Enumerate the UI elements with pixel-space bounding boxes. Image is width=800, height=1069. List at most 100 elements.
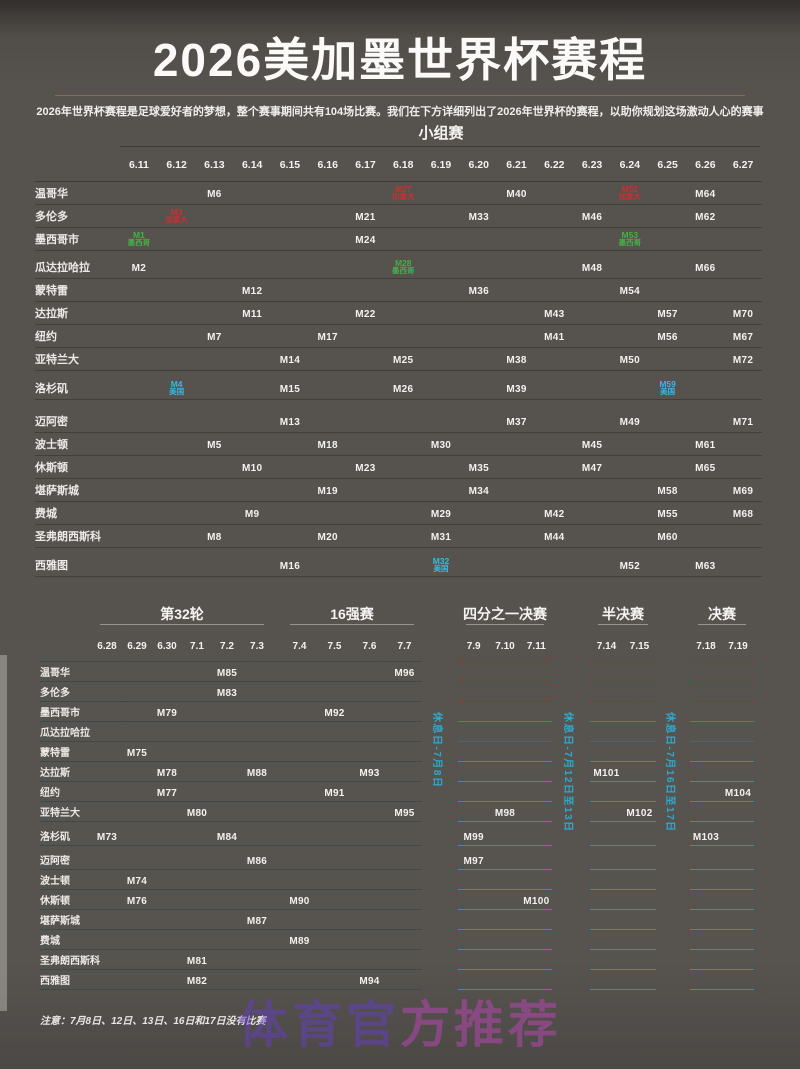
section-title-divider bbox=[466, 624, 544, 625]
date-label: 6.11 bbox=[128, 159, 149, 171]
knockout-header-band: 第32轮 16强赛 四分之一决赛 半决赛 决赛 bbox=[40, 604, 754, 628]
city-label: 迈阿密 bbox=[35, 416, 68, 428]
match-cell: M44 bbox=[535, 527, 573, 545]
match-cell: M41 bbox=[535, 327, 573, 345]
match-cell: M71 bbox=[724, 412, 762, 430]
match-cell: M26 bbox=[384, 379, 422, 397]
section-gap bbox=[422, 604, 458, 628]
knockout-row: 蒙特雷 M75 bbox=[40, 742, 754, 762]
date-label: 7.6 bbox=[362, 640, 377, 652]
section-title-divider bbox=[100, 624, 264, 625]
page-title: 2026美加墨世界杯赛程 bbox=[152, 34, 648, 86]
match-number: M87 bbox=[246, 915, 268, 927]
match-number: M20 bbox=[317, 532, 338, 543]
match-cell: M56 bbox=[649, 327, 687, 345]
section-title: 16强赛 bbox=[330, 606, 374, 622]
match-cell: M15 bbox=[271, 379, 309, 397]
section-cells bbox=[590, 782, 656, 802]
knockout-row: 纽约 M77 M91 M104 bbox=[40, 782, 754, 802]
match-number: M103 bbox=[692, 831, 720, 843]
section-title-divider bbox=[698, 624, 746, 625]
date-label: 6.14 bbox=[241, 159, 263, 171]
match-cell: M18 bbox=[309, 435, 347, 453]
date-label: 7.5 bbox=[327, 640, 342, 652]
match-cell: M92 bbox=[317, 703, 352, 721]
host-country-match: M59 美国 bbox=[649, 379, 687, 397]
date-cell: 6.13 bbox=[196, 155, 234, 173]
city-label: 瓜达拉哈拉 bbox=[40, 728, 90, 739]
match-number: M16 bbox=[279, 561, 301, 572]
match-cell: M63 bbox=[686, 556, 724, 574]
section-cells bbox=[590, 682, 656, 702]
knockout-row: 墨西哥市 M79 M92 bbox=[40, 702, 754, 722]
watermark-text-right: 方推荐 bbox=[400, 995, 562, 1054]
section-gap bbox=[656, 604, 690, 628]
group-stage-row: 休斯顿 M10 M23 M35 M47 M65 bbox=[35, 456, 762, 479]
section-cells bbox=[590, 662, 656, 682]
date-cell: 6.26 bbox=[686, 155, 724, 173]
section-header: 决赛 bbox=[690, 604, 754, 628]
city-label: 迈阿密 bbox=[40, 856, 70, 867]
section-gap bbox=[422, 802, 458, 822]
match-cell: M24 bbox=[347, 230, 385, 248]
section-cells bbox=[690, 910, 754, 930]
section-cells: M79 bbox=[92, 703, 272, 721]
knockout-dates-row: 6.28 6.29 6.30 7.1 7.2 7.3 7.4 7.5 7.6 7.7 7.9 7.10… bbox=[40, 628, 754, 662]
match-number: M91 bbox=[324, 787, 345, 799]
match-number: M96 bbox=[394, 667, 415, 679]
section-gap bbox=[656, 628, 690, 662]
group-stage-grid: 6.11 6.12 6.13 6.14 6.15 6.16 6.17 6.18 6.19 6.20… bbox=[35, 147, 762, 577]
section-cells bbox=[458, 722, 552, 742]
knockout-row: 费城 M89 bbox=[40, 930, 754, 950]
knockout-row: 瓜达拉哈拉 bbox=[40, 722, 754, 742]
date-label: 6.30 bbox=[157, 640, 177, 652]
match-number: M50 bbox=[619, 355, 640, 366]
date-cell: 6.14 bbox=[233, 155, 271, 173]
host-country-match: M53 墨西哥 bbox=[611, 230, 649, 248]
section-cells bbox=[690, 850, 754, 870]
match-cell: M14 bbox=[271, 350, 309, 368]
section-cells bbox=[590, 890, 656, 910]
match-number: M34 bbox=[468, 486, 489, 497]
match-cell: M10 bbox=[233, 458, 271, 476]
match-cell: M94 bbox=[352, 971, 387, 989]
match-number: M77 bbox=[156, 787, 178, 799]
section-cells bbox=[690, 890, 754, 910]
section-gap bbox=[422, 850, 458, 870]
footer-note: 注意：7月8日、12日、13日、16日和17日没有比赛 bbox=[40, 1016, 266, 1027]
row-left-segment: 洛杉矶 M73 M84 bbox=[40, 826, 422, 846]
match-cell: 7.1 bbox=[182, 636, 212, 654]
section-cells: M98 bbox=[458, 802, 552, 822]
group-stage-row: 多伦多 M3 加拿大 M21 M33 M46 M62 bbox=[35, 205, 762, 228]
match-number: M74 bbox=[126, 875, 148, 887]
match-cell: M39 bbox=[498, 379, 536, 397]
date-label: 6.17 bbox=[355, 159, 376, 171]
section-gap bbox=[656, 970, 690, 990]
match-cell: 7.5 bbox=[317, 636, 352, 654]
match-cell: M88 bbox=[242, 763, 272, 781]
match-cell: M83 bbox=[212, 683, 242, 701]
match-number: M36 bbox=[468, 286, 489, 297]
match-cell: M62 bbox=[686, 207, 724, 225]
date-cell: 6.24 bbox=[611, 155, 649, 173]
match-cell: M54 bbox=[611, 281, 649, 299]
match-cell: M98 bbox=[489, 803, 520, 821]
section-cells: 7.18 7.19 bbox=[690, 628, 754, 662]
date-cell: 6.19 bbox=[422, 155, 460, 173]
match-number: M22 bbox=[355, 309, 376, 320]
city-label: 瓜达拉哈拉 bbox=[35, 262, 90, 274]
match-cell: M97 bbox=[458, 851, 489, 869]
match-cell: M77 bbox=[152, 783, 182, 801]
match-cell: M3 加拿大 bbox=[158, 207, 196, 225]
city-label: 亚特兰大 bbox=[40, 808, 80, 819]
city-label: 达拉斯 bbox=[40, 768, 70, 779]
match-number: M55 bbox=[657, 509, 678, 520]
date-label: 6.27 bbox=[732, 159, 754, 171]
section-cells: M76 bbox=[92, 891, 272, 909]
match-number: M38 bbox=[506, 355, 527, 366]
knockout-row: 波士顿 M74 bbox=[40, 870, 754, 890]
group-stage-row: 费城 M9 M29 M42 M55 M68 bbox=[35, 502, 762, 525]
section-title: 半决赛 bbox=[602, 606, 644, 622]
match-number: M68 bbox=[732, 509, 754, 520]
section-cells bbox=[690, 762, 754, 782]
